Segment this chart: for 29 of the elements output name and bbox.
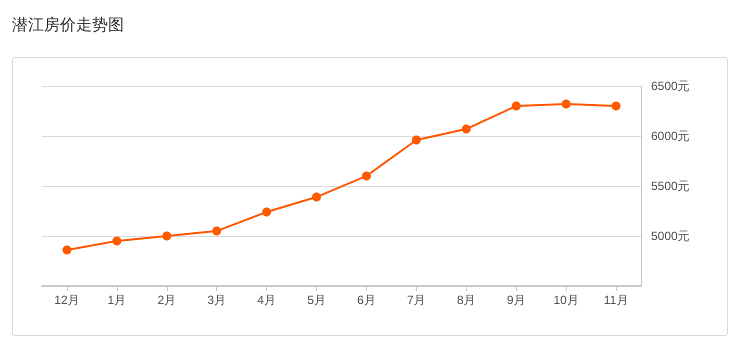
chart-title: 潜江房价走势图	[12, 15, 124, 36]
x-tick-label: 2月	[157, 293, 176, 307]
point	[362, 172, 371, 180]
point	[162, 232, 172, 240]
point	[562, 100, 571, 108]
y-tick-label: 5500元	[651, 179, 690, 193]
x-tick-label: 12月	[54, 293, 80, 307]
x-tick-label: 11月	[604, 293, 628, 307]
x-tick-label: 5月	[307, 293, 326, 307]
point	[112, 236, 122, 246]
y-tick-label: 6000元	[651, 129, 690, 143]
y-tick-label: 6500元	[651, 79, 690, 93]
x-tick-label: 9月	[506, 293, 526, 307]
x-tick-label: 4月	[257, 293, 276, 307]
point	[612, 102, 621, 110]
point	[262, 208, 272, 216]
x-tick-label: 10月	[553, 293, 579, 307]
y-tick-label: 5000元	[651, 229, 690, 243]
point	[62, 246, 72, 254]
point	[212, 226, 222, 236]
x-tick-label: 3月	[207, 293, 226, 307]
x-tick-label: 7月	[407, 293, 426, 307]
point	[312, 192, 322, 202]
x-tick-label: 1月	[108, 293, 126, 307]
point	[512, 102, 521, 110]
point	[462, 124, 471, 134]
x-tick-label: 8月	[456, 293, 476, 307]
point	[412, 136, 421, 144]
x-tick-label: 6月	[357, 293, 376, 307]
